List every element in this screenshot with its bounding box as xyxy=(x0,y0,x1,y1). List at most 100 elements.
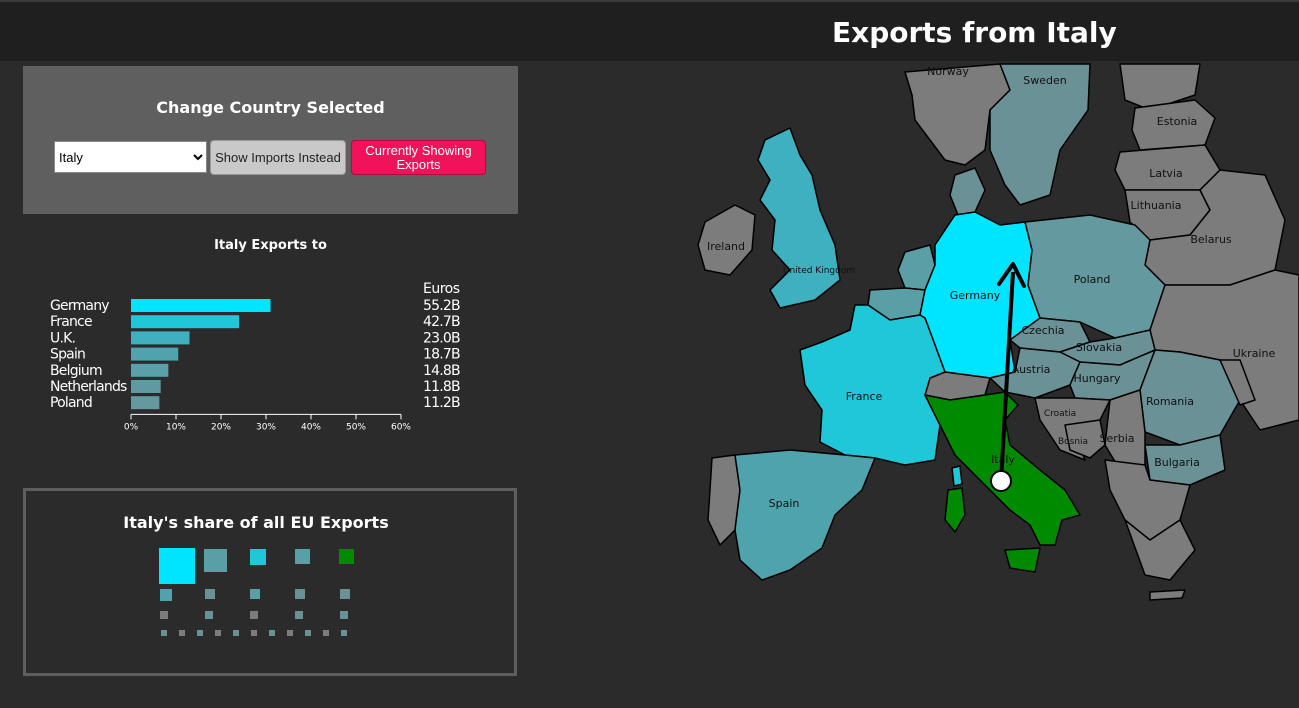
share-square xyxy=(215,630,221,636)
bar-category-label: U.K. xyxy=(50,330,75,346)
share-square xyxy=(340,589,350,599)
bar xyxy=(131,299,271,312)
bar-value-label: 23.0B xyxy=(423,330,460,346)
share-square xyxy=(160,611,168,619)
label-sweden: Sweden xyxy=(1023,74,1066,87)
export-arrow xyxy=(999,271,1015,482)
share-square xyxy=(305,630,311,636)
label-lithuania: Lithuania xyxy=(1131,199,1182,212)
share-square-italy xyxy=(339,549,354,564)
bar-chart-title: Italy Exports to xyxy=(214,238,327,253)
bar xyxy=(131,363,169,377)
island-sardinia[interactable] xyxy=(944,487,966,533)
country-greece[interactable] xyxy=(1124,519,1196,581)
share-square xyxy=(205,611,213,619)
label-austria: Austria xyxy=(1012,363,1051,376)
label-latvia: Latvia xyxy=(1149,167,1183,180)
island-crete[interactable] xyxy=(1149,589,1186,601)
country-france[interactable] xyxy=(799,304,946,466)
share-square xyxy=(161,630,167,636)
x-tick-label: 50% xyxy=(346,422,366,432)
bar xyxy=(131,380,161,393)
country-select[interactable]: Italy xyxy=(54,141,207,173)
x-tick-label: 20% xyxy=(211,422,231,432)
label-ukraine: Ukraine xyxy=(1233,347,1276,360)
share-square xyxy=(287,630,293,636)
share-square xyxy=(205,589,215,599)
island-sicily[interactable] xyxy=(1004,547,1041,573)
share-square xyxy=(295,611,303,619)
label-norway: Norway xyxy=(927,65,969,78)
bar-category-label: Netherlands xyxy=(50,379,127,395)
showing-exports-button[interactable]: Currently Showing Exports xyxy=(351,140,486,175)
bar-category-label: France xyxy=(50,314,92,330)
country-denmark[interactable] xyxy=(949,167,986,216)
bar-value-label: 18.7B xyxy=(423,347,460,363)
share-square xyxy=(323,630,329,636)
label-uk: United Kingdom xyxy=(783,266,855,276)
showing-exports-label: Currently Showing Exports xyxy=(365,142,472,172)
island-corsica[interactable] xyxy=(951,465,963,487)
label-romania: Romania xyxy=(1146,395,1194,408)
bar xyxy=(131,396,160,410)
country-control-panel: Change Country Selected Italy Show Impor… xyxy=(23,66,518,214)
label-hungary: Hungary xyxy=(1074,372,1121,385)
share-square-netherlands xyxy=(204,549,227,572)
x-tick-label: 60% xyxy=(391,422,411,432)
share-square xyxy=(251,630,257,636)
bar xyxy=(131,315,239,329)
exports-bar-chart: Euros Germany 55.2B France 42.7B U.K. 23.0B Spa… xyxy=(50,281,461,432)
country-serbia[interactable] xyxy=(1104,389,1146,471)
country-sweden[interactable] xyxy=(989,63,1091,206)
share-square-france xyxy=(250,549,266,565)
share-square-spain xyxy=(160,589,172,601)
share-square xyxy=(197,630,203,636)
label-serbia: Serbia xyxy=(1099,432,1134,445)
share-square xyxy=(179,630,185,636)
share-squares xyxy=(159,548,354,636)
bar-value-label: 11.2B xyxy=(423,395,460,411)
share-square-germany xyxy=(159,548,195,584)
label-france: France xyxy=(846,390,883,403)
label-estonia: Estonia xyxy=(1157,115,1198,128)
label-poland: Poland xyxy=(1074,273,1111,286)
country-ireland[interactable] xyxy=(697,204,756,276)
share-square xyxy=(341,630,347,636)
country-moldova[interactable] xyxy=(1219,359,1256,406)
x-tick-label: 0% xyxy=(124,422,139,432)
europe-map[interactable]: Norway Sweden Estonia Latvia Lithuania B… xyxy=(580,61,1299,708)
origin-marker xyxy=(990,470,1012,492)
bar-category-label: Spain xyxy=(50,347,85,363)
show-imports-button[interactable]: Show Imports Instead xyxy=(210,140,346,175)
share-title: Italy's share of all EU Exports xyxy=(123,513,389,532)
page-title: Exports from Italy xyxy=(832,16,1117,49)
country-united-kingdom[interactable] xyxy=(757,127,841,309)
label-ireland: Ireland xyxy=(707,240,745,253)
eu-share-panel: Italy's share of all EU Exports xyxy=(23,488,517,676)
bar-category-label: Germany xyxy=(50,298,109,314)
share-square xyxy=(250,611,258,619)
bar-value-label: 42.7B xyxy=(423,314,460,330)
share-square xyxy=(269,630,275,636)
value-header: Euros xyxy=(423,281,460,297)
share-square xyxy=(295,589,305,599)
share-square xyxy=(340,611,348,619)
label-slovakia: Slovakia xyxy=(1076,341,1122,354)
label-croatia: Croatia xyxy=(1044,409,1076,419)
country-spain[interactable] xyxy=(734,449,876,581)
country-bosnia[interactable] xyxy=(1064,419,1106,459)
export-arrow-head xyxy=(997,262,1026,288)
share-square xyxy=(250,589,260,599)
bar-value-label: 14.8B xyxy=(423,363,460,379)
bar-value-label: 55.2B xyxy=(423,298,460,314)
label-spain: Spain xyxy=(769,497,800,510)
x-tick-label: 10% xyxy=(166,422,186,432)
label-bosnia: Bosnia xyxy=(1058,437,1088,447)
bar xyxy=(131,331,190,345)
bar-category-label: Belgium xyxy=(50,363,102,379)
label-bulgaria: Bulgaria xyxy=(1154,456,1200,469)
label-czechia: Czechia xyxy=(1021,324,1064,337)
x-tick-label: 40% xyxy=(301,422,321,432)
x-tick-label: 30% xyxy=(256,422,276,432)
share-square-belgium xyxy=(295,549,310,564)
